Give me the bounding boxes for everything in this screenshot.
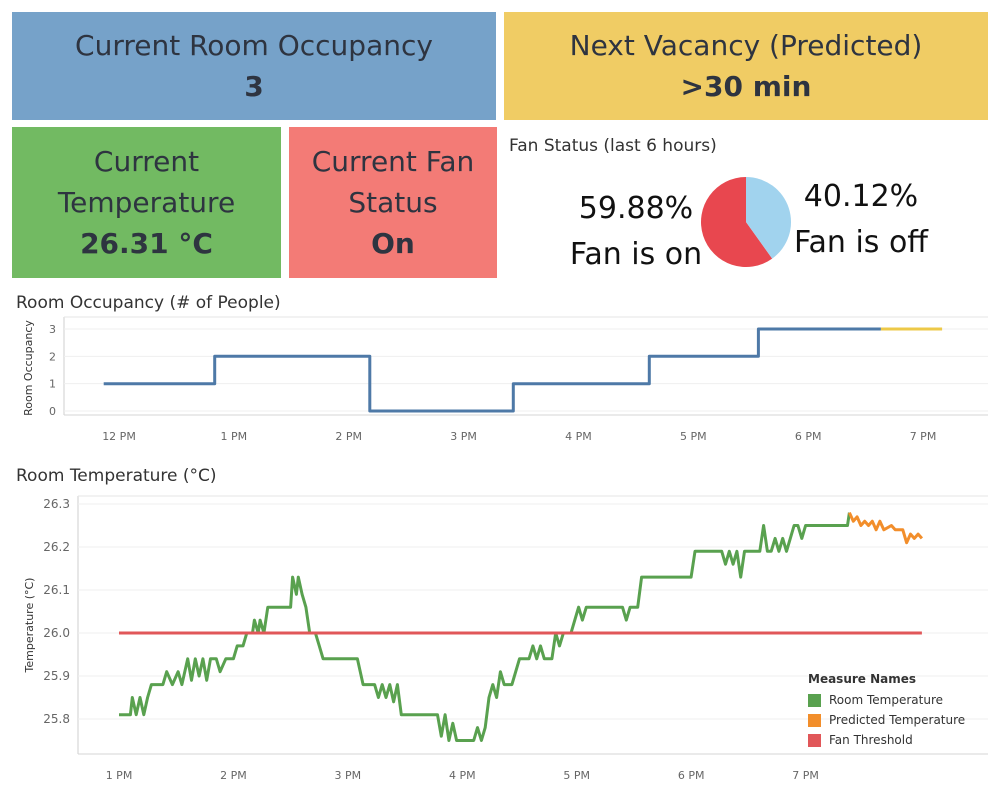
temperature-title: Room Temperature (°C) <box>16 466 217 486</box>
pie-percent-off: 40.12% <box>803 179 919 214</box>
legend-swatch-room <box>808 693 821 707</box>
x-tick-label: 3 PM <box>450 430 477 443</box>
series-line-1 <box>848 511 924 545</box>
x-tick-label: 1 PM <box>221 430 248 443</box>
x-tick-label: 4 PM <box>565 430 592 443</box>
legend-item-threshold: Fan Threshold <box>808 730 965 750</box>
y-tick-label: 25.8 <box>43 712 70 726</box>
legend-item-predicted: Predicted Temperature <box>808 710 965 730</box>
kpi-vacancy-label: Next Vacancy (Predicted) <box>569 29 923 62</box>
legend-label-room: Room Temperature <box>829 693 943 707</box>
y-tick-label: 26.1 <box>43 583 70 597</box>
pie-label-off: 40.12% Fan is off <box>786 174 936 266</box>
temperature-chart: 25.8 25.9 26.0 26.1 26.2 26.3 1 PM 2 PM 3 PM 4 PM… <box>23 495 988 782</box>
kpi-occupancy-tile: Current Room Occupancy 3 <box>12 12 496 120</box>
y-tick-label: 2 <box>49 350 56 363</box>
kpi-vacancy-value: >30 min <box>680 70 812 103</box>
y-tick-label: 0 <box>49 405 56 418</box>
kpi-temperature-value: 26.31 °C <box>80 227 213 260</box>
x-tick-label: 6 PM <box>678 769 705 782</box>
y-axis-title: Room Occupancy <box>22 320 35 416</box>
kpi-fan-value: On <box>371 227 415 260</box>
y-tick-label: 25.9 <box>43 669 70 683</box>
x-tick-label: 7 PM <box>910 430 937 443</box>
legend-label-threshold: Fan Threshold <box>829 733 913 747</box>
y-tick-label: 1 <box>49 378 56 391</box>
legend-item-room: Room Temperature <box>808 690 965 710</box>
legend-swatch-predicted <box>808 713 821 727</box>
pie-title: Fan Status (last 6 hours) <box>509 136 717 156</box>
x-tick-label: 3 PM <box>335 769 362 782</box>
kpi-fan-tile: Current Fan Status On <box>289 127 497 278</box>
legend-swatch-threshold <box>808 733 821 747</box>
x-tick-label: 1 PM <box>106 769 133 782</box>
y-tick-label: 26.0 <box>43 626 70 640</box>
y-tick-label: 26.3 <box>43 497 70 511</box>
x-tick-label: 2 PM <box>220 769 247 782</box>
pie-text-off: Fan is off <box>794 225 928 260</box>
pie-slice-0 <box>701 177 773 267</box>
kpi-temperature-label: Current Temperature <box>57 145 236 219</box>
y-tick-label: 26.2 <box>43 540 70 554</box>
pie-percent-on: 59.88% <box>578 191 694 226</box>
fan-status-pie <box>701 177 791 267</box>
series-line-0 <box>119 512 851 742</box>
pie-label-on: 59.88% Fan is on <box>566 186 706 278</box>
x-tick-label: 12 PM <box>102 430 136 443</box>
occupancy-title: Room Occupancy (# of People) <box>16 293 281 313</box>
y-axis-title: Temperature (°C) <box>23 578 36 674</box>
x-tick-label: 2 PM <box>335 430 362 443</box>
pie-text-on: Fan is on <box>569 237 703 272</box>
legend-label-predicted: Predicted Temperature <box>829 713 966 727</box>
temperature-legend: Measure Names Room Temperature Predicted… <box>808 672 965 750</box>
x-tick-label: 6 PM <box>795 430 822 443</box>
kpi-temperature-tile: Current Temperature 26.31 °C <box>12 127 281 278</box>
kpi-fan-label: Current Fan Status <box>311 145 475 219</box>
occupancy-chart: 0 1 2 3 12 PM 1 PM 2 PM 3 PM 4 PM 5 PM 6 PM 7 PM Roo… <box>22 316 988 443</box>
x-tick-label: 4 PM <box>449 769 476 782</box>
kpi-occupancy-value: 3 <box>244 70 264 103</box>
legend-title: Measure Names <box>808 672 917 686</box>
series-line-0 <box>103 327 881 413</box>
pie-slice-1 <box>746 177 791 259</box>
x-tick-label: 5 PM <box>563 769 590 782</box>
kpi-vacancy-tile: Next Vacancy (Predicted) >30 min <box>504 12 988 120</box>
kpi-occupancy-label: Current Room Occupancy <box>75 29 433 62</box>
x-tick-label: 7 PM <box>792 769 819 782</box>
y-tick-label: 3 <box>49 323 56 336</box>
x-tick-label: 5 PM <box>680 430 707 443</box>
